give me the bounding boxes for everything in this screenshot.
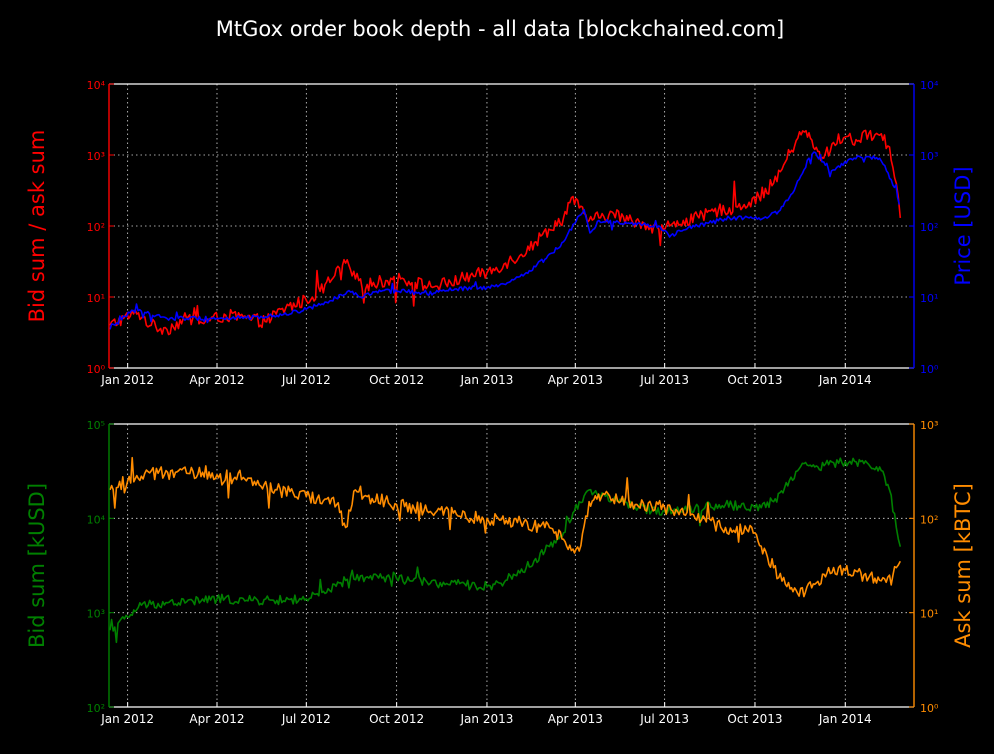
y-tick-label-right: 10⁰ [920,363,939,376]
y-tick-label-right: 10⁴ [920,79,939,92]
y-axis-label-right: Price [USD] [951,166,975,285]
x-tick-label: Oct 2012 [369,712,424,726]
x-tick-label: Apr 2012 [189,373,244,387]
x-tick-label: Jan 2012 [100,373,154,387]
x-tick-label: Jan 2013 [460,712,514,726]
x-tick-label: Jul 2013 [639,712,689,726]
x-tick-label: Jan 2014 [818,373,872,387]
y-tick-label-right: 10¹ [920,292,938,305]
x-tick-label: Jul 2012 [281,712,331,726]
y-tick-label-right: 10² [920,513,938,526]
x-tick-label: Apr 2013 [548,712,603,726]
panel-bottom: Jan 2012 Apr 2012 Jul 2012 Oct 2012 Jan 2013… [25,419,975,726]
x-tick-label: Oct 2012 [369,373,424,387]
x-tick-label: Jul 2012 [281,373,331,387]
y-tick-label-right: 10¹ [920,608,938,621]
y-tick-label-right: 10⁰ [920,702,939,715]
y-axis-label-left: Bid sum [kUSD] [25,483,49,648]
y-axis-label-left: Bid sum / ask sum [25,130,49,323]
series-line-bid [109,457,902,644]
y-tick-label-left: 10³ [87,150,105,163]
y-tick-label-left: 10⁴ [87,513,106,526]
y-tick-label-left: 10⁵ [87,419,105,432]
x-tick-label: Jan 2014 [818,712,872,726]
chart-title: MtGox order book depth - all data [block… [216,17,784,41]
series-line-ratio [109,129,902,336]
y-tick-label-left: 10⁰ [87,363,106,376]
x-tick-label: Oct 2013 [727,373,782,387]
y-tick-label-right: 10³ [920,419,938,432]
x-tick-label: Jan 2012 [100,712,154,726]
x-tick-label: Jan 2013 [460,373,514,387]
x-tick-label: Apr 2012 [189,712,244,726]
x-tick-label: Apr 2013 [548,373,603,387]
y-tick-label-left: 10² [87,221,105,234]
series-line-price [109,151,901,330]
x-tick-label: Jul 2013 [639,373,689,387]
y-tick-label-right: 10² [920,221,938,234]
y-tick-label-left: 10¹ [87,292,105,305]
y-axis-label-right: Ask sum [kBTC] [951,483,975,648]
y-tick-label-left: 10³ [87,608,105,621]
x-tick-label: Oct 2013 [727,712,782,726]
y-tick-label-left: 10² [87,702,105,715]
series-line-ask [109,456,902,598]
y-tick-label-right: 10³ [920,150,938,163]
y-tick-label-left: 10⁴ [87,79,106,92]
panel-top: Jan 2012 Apr 2012 Jul 2012 Oct 2012 Jan 2013… [25,79,975,387]
